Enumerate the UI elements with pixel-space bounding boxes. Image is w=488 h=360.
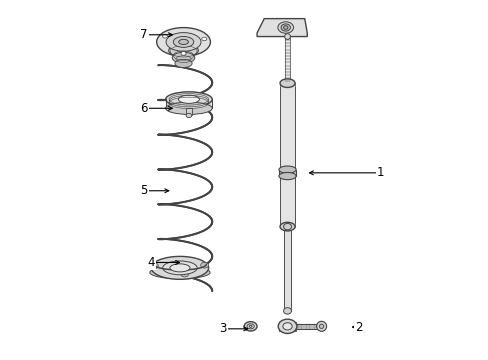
Ellipse shape	[156, 28, 210, 56]
Bar	[296, 324, 323, 329]
Bar	[280, 83, 294, 226]
Text: 3: 3	[219, 322, 226, 335]
Ellipse shape	[181, 271, 188, 277]
Text: 6: 6	[140, 102, 147, 115]
Bar	[278, 321, 283, 331]
Ellipse shape	[284, 34, 290, 40]
Ellipse shape	[316, 321, 326, 331]
Text: 2: 2	[355, 320, 362, 333]
Ellipse shape	[163, 261, 197, 275]
Ellipse shape	[246, 324, 254, 329]
Ellipse shape	[280, 79, 294, 87]
Bar	[291, 321, 296, 331]
Bar	[283, 226, 291, 311]
Ellipse shape	[166, 33, 201, 51]
Ellipse shape	[249, 325, 251, 327]
Text: 4: 4	[147, 256, 155, 269]
Ellipse shape	[283, 224, 291, 230]
Ellipse shape	[200, 262, 208, 268]
Ellipse shape	[278, 172, 296, 180]
Bar	[165, 99, 212, 108]
Ellipse shape	[178, 39, 188, 45]
Ellipse shape	[278, 319, 296, 333]
Ellipse shape	[151, 256, 208, 279]
Bar	[185, 108, 191, 116]
Ellipse shape	[178, 95, 199, 103]
Ellipse shape	[181, 51, 185, 55]
Bar	[284, 37, 290, 83]
Ellipse shape	[319, 324, 323, 328]
Text: 7: 7	[140, 28, 147, 41]
Ellipse shape	[150, 263, 158, 269]
Ellipse shape	[185, 113, 191, 118]
Ellipse shape	[281, 24, 290, 31]
Polygon shape	[257, 19, 306, 37]
Ellipse shape	[172, 52, 194, 63]
Ellipse shape	[277, 22, 293, 33]
Ellipse shape	[283, 308, 291, 314]
Ellipse shape	[162, 35, 167, 38]
Ellipse shape	[282, 323, 292, 330]
Ellipse shape	[280, 222, 294, 231]
Ellipse shape	[173, 36, 193, 48]
Text: 1: 1	[376, 166, 384, 179]
Ellipse shape	[175, 59, 192, 67]
Ellipse shape	[169, 264, 190, 272]
Text: 5: 5	[140, 184, 147, 197]
Ellipse shape	[149, 266, 210, 279]
Ellipse shape	[165, 92, 212, 107]
Ellipse shape	[283, 26, 287, 29]
Ellipse shape	[202, 37, 206, 41]
Ellipse shape	[165, 102, 212, 114]
Ellipse shape	[244, 321, 257, 331]
Ellipse shape	[278, 166, 296, 173]
Bar	[278, 170, 296, 176]
Ellipse shape	[168, 44, 198, 57]
